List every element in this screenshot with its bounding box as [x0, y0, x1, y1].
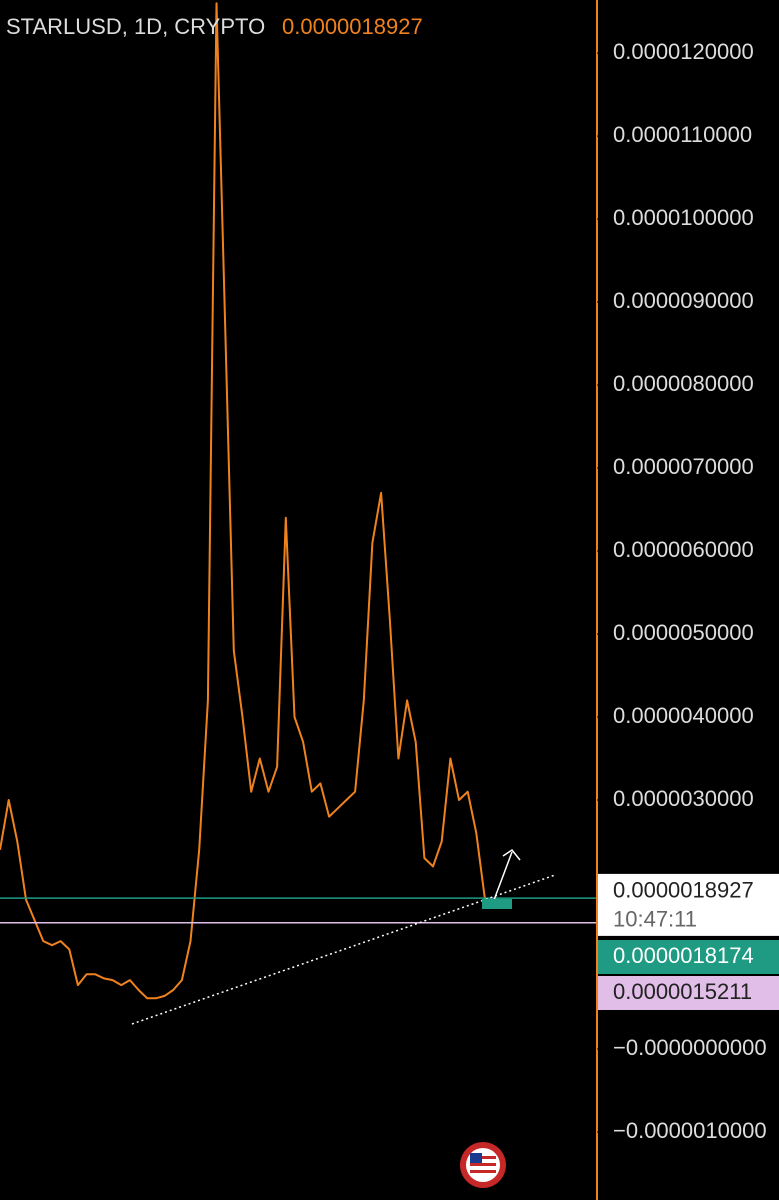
y-tick-label: 0.0000100000 [613, 205, 754, 230]
y-tick-label: 0.0000120000 [613, 39, 754, 64]
price-line-label: 0.0000018174 [613, 943, 754, 968]
flag-icon [460, 1142, 506, 1188]
y-tick-label: 0.0000060000 [613, 537, 754, 562]
header-price: 0.0000018927 [282, 14, 423, 39]
y-tick-label: 0.0000030000 [613, 786, 754, 811]
price-box [598, 976, 779, 1010]
price-line-label: 0.0000015211 [613, 979, 752, 1004]
arrow [493, 848, 521, 901]
y-tick-label: 0.0000050000 [613, 620, 754, 645]
countdown: 10:47:11 [613, 907, 697, 932]
y-tick-label: 0.0000110000 [613, 122, 752, 147]
price-line-series [0, 2, 486, 1000]
y-tick-label: 0.0000070000 [613, 454, 754, 479]
y-tick-label: 0.0000040000 [613, 703, 754, 728]
last-price-box [598, 873, 779, 936]
y-tick-label: −0.0000000000 [613, 1035, 767, 1060]
price-box [598, 940, 779, 974]
y-tick-label: 0.0000090000 [613, 288, 754, 313]
chart-title: STARLUSD, 1D, CRYPTO [6, 14, 265, 39]
y-tick-label: −0.0000010000 [613, 1118, 767, 1143]
marker-box [482, 899, 512, 909]
last-price-label: 0.0000018927 [613, 878, 754, 903]
y-tick-label: 0.0000080000 [613, 371, 754, 396]
